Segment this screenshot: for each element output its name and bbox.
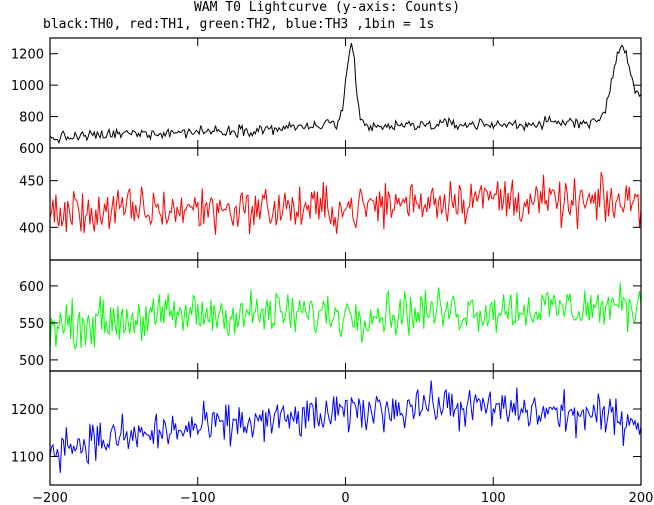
y-tick-label: 1200	[11, 403, 44, 418]
chart-title: WAM T0 Lightcurve (y-axis: Counts)	[193, 0, 461, 15]
y-tick-label: 1100	[11, 451, 44, 466]
series-line-th1	[49, 172, 642, 235]
series-line-th0	[49, 42, 642, 145]
series-line-th3	[49, 380, 642, 474]
x-tick-label: 100	[481, 491, 506, 505]
x-tick-label: −100	[180, 491, 216, 505]
y-tick-label: 500	[19, 354, 44, 369]
y-tick-label: 550	[19, 317, 44, 332]
series-line-th2	[49, 282, 642, 353]
x-tick-label: 0	[341, 491, 349, 505]
x-tick-label: 200	[629, 491, 654, 505]
y-tick-label: 400	[19, 221, 44, 236]
y-tick-label: 450	[19, 175, 44, 190]
y-tick-label: 600	[19, 280, 44, 295]
y-tick-label: 800	[19, 111, 44, 126]
chart-subtitle: black:TH0, red:TH1, green:TH2, blue:TH3 …	[43, 17, 435, 32]
y-tick-label: 1000	[11, 79, 44, 94]
panel-frame-th0	[49, 37, 642, 149]
x-tick-label: −200	[32, 491, 68, 505]
panel-frame-th1	[49, 147, 642, 261]
y-tick-label: 1200	[11, 48, 44, 63]
panel-frame-th2	[49, 259, 642, 372]
y-tick-label: 600	[19, 142, 44, 157]
